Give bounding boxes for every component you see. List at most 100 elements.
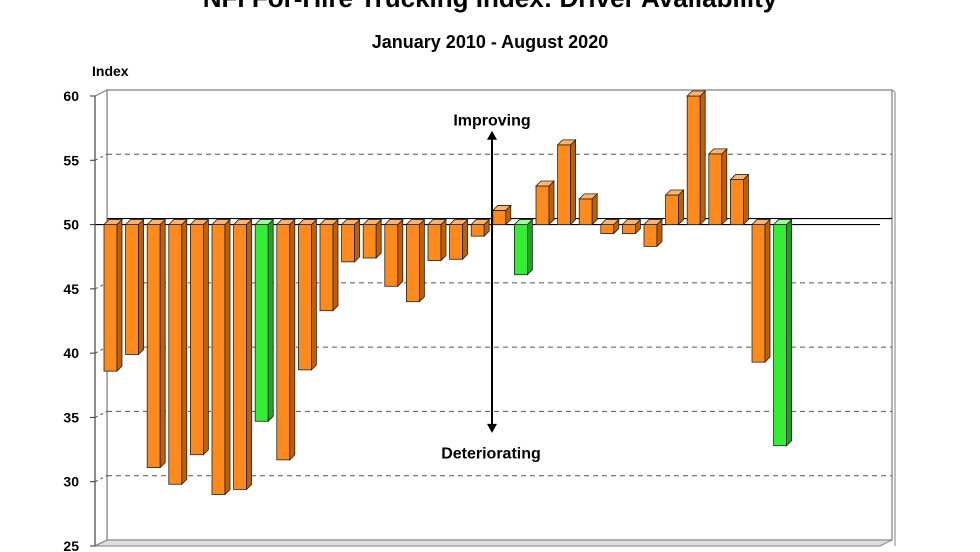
frame-shadow-top: [891, 89, 896, 93]
bar-top: [167, 219, 188, 225]
bar: [448, 218, 469, 261]
bar-front: [384, 224, 399, 287]
bar-side: [138, 218, 145, 356]
bar-front: [362, 224, 377, 259]
bar-front: [622, 224, 636, 234]
bar: [427, 218, 447, 262]
bar-front: [405, 224, 420, 303]
bar: [211, 218, 231, 496]
bar: [254, 218, 275, 423]
bar-front: [168, 224, 183, 485]
bar-top: [362, 219, 383, 225]
plot-floor: [94, 539, 893, 547]
bar-front: [600, 224, 615, 234]
bar-top: [729, 174, 750, 180]
bar-top: [124, 219, 145, 225]
bar-top: [340, 219, 361, 225]
bar-top: [513, 219, 534, 225]
y-tick-label: 35: [63, 409, 79, 425]
bar-front: [319, 224, 334, 312]
gridline-side: [94, 153, 108, 161]
bar-side: [246, 218, 253, 491]
y-tick-label: 55: [63, 152, 79, 168]
bar-front: [276, 224, 291, 461]
bar-front: [297, 224, 312, 371]
chart-subtitle: January 2010 - August 2020: [371, 32, 609, 52]
bar-top: [599, 219, 620, 225]
bar: [232, 218, 253, 491]
bar: [729, 173, 750, 226]
bar-front: [773, 224, 787, 447]
bar-top: [232, 219, 253, 225]
bar: [686, 90, 707, 226]
bar: [556, 138, 577, 226]
bar: [383, 218, 404, 288]
bar: [167, 218, 188, 486]
bar-front: [449, 224, 464, 260]
bar-side: [548, 180, 555, 226]
bar-side: [721, 147, 728, 226]
bar-front: [665, 194, 679, 225]
bar-side: [267, 218, 274, 423]
bar-top: [383, 219, 404, 225]
bar: [599, 218, 620, 235]
bar-top: [643, 219, 663, 225]
bar: [772, 218, 793, 447]
bar-side: [699, 90, 706, 226]
arrow-head-down: [487, 423, 497, 433]
bar-side: [764, 218, 771, 364]
gridline-side: [94, 346, 108, 354]
bar-front: [427, 224, 442, 261]
y-axis-ticks: 25 30 35 40 45 50 55 60: [63, 88, 96, 552]
y-axis-label: Index: [92, 63, 129, 79]
bar-front: [643, 224, 658, 247]
bar-top: [578, 193, 599, 200]
y-tick-label: 30: [63, 474, 79, 490]
bar-top: [275, 219, 296, 225]
bar: [578, 192, 599, 226]
bar-front: [535, 185, 550, 225]
bar: [491, 204, 512, 226]
chart-title: NFI For-Hire Trucking Index: Driver Avai…: [0, 0, 980, 14]
bar-top: [319, 219, 339, 225]
bar-side: [743, 173, 749, 226]
bar-front: [686, 95, 701, 225]
bar-front: [233, 224, 248, 490]
bar-front: [514, 224, 528, 276]
bar-front: [146, 224, 161, 468]
bar: [707, 147, 728, 226]
bar-front: [708, 153, 723, 225]
bar-top: [751, 219, 771, 225]
bar-top: [103, 219, 123, 225]
annotation-improving: Improving: [453, 113, 530, 130]
bar-top: [427, 219, 447, 225]
bar-top: [448, 219, 469, 225]
bar-front: [341, 224, 356, 263]
bar-side: [786, 218, 792, 447]
bar-top: [297, 219, 318, 225]
bar-side: [310, 218, 317, 371]
bar-front: [470, 224, 485, 237]
y-tick-label: 50: [63, 217, 79, 233]
arrow-head-up: [487, 130, 497, 140]
bar-side: [527, 218, 533, 276]
bar: [621, 218, 642, 235]
bar-side: [678, 189, 684, 226]
bar-top: [772, 219, 793, 225]
direction-arrow: [487, 130, 497, 433]
y-tick-label: 25: [63, 538, 79, 552]
y-tick-label: 60: [63, 88, 79, 104]
bar: [189, 218, 210, 456]
bar-top: [556, 139, 577, 146]
bar: [535, 180, 555, 226]
bar-top: [470, 219, 491, 225]
bar-front: [103, 224, 118, 372]
bar: [362, 218, 383, 259]
bar-top: [686, 90, 707, 97]
annotation-deteriorating: Deteriorating: [441, 446, 541, 463]
bar-side: [332, 218, 339, 312]
y-tick-label: 40: [63, 345, 79, 361]
bar: [146, 218, 167, 469]
bar-top: [189, 219, 210, 225]
bar: [275, 218, 296, 461]
